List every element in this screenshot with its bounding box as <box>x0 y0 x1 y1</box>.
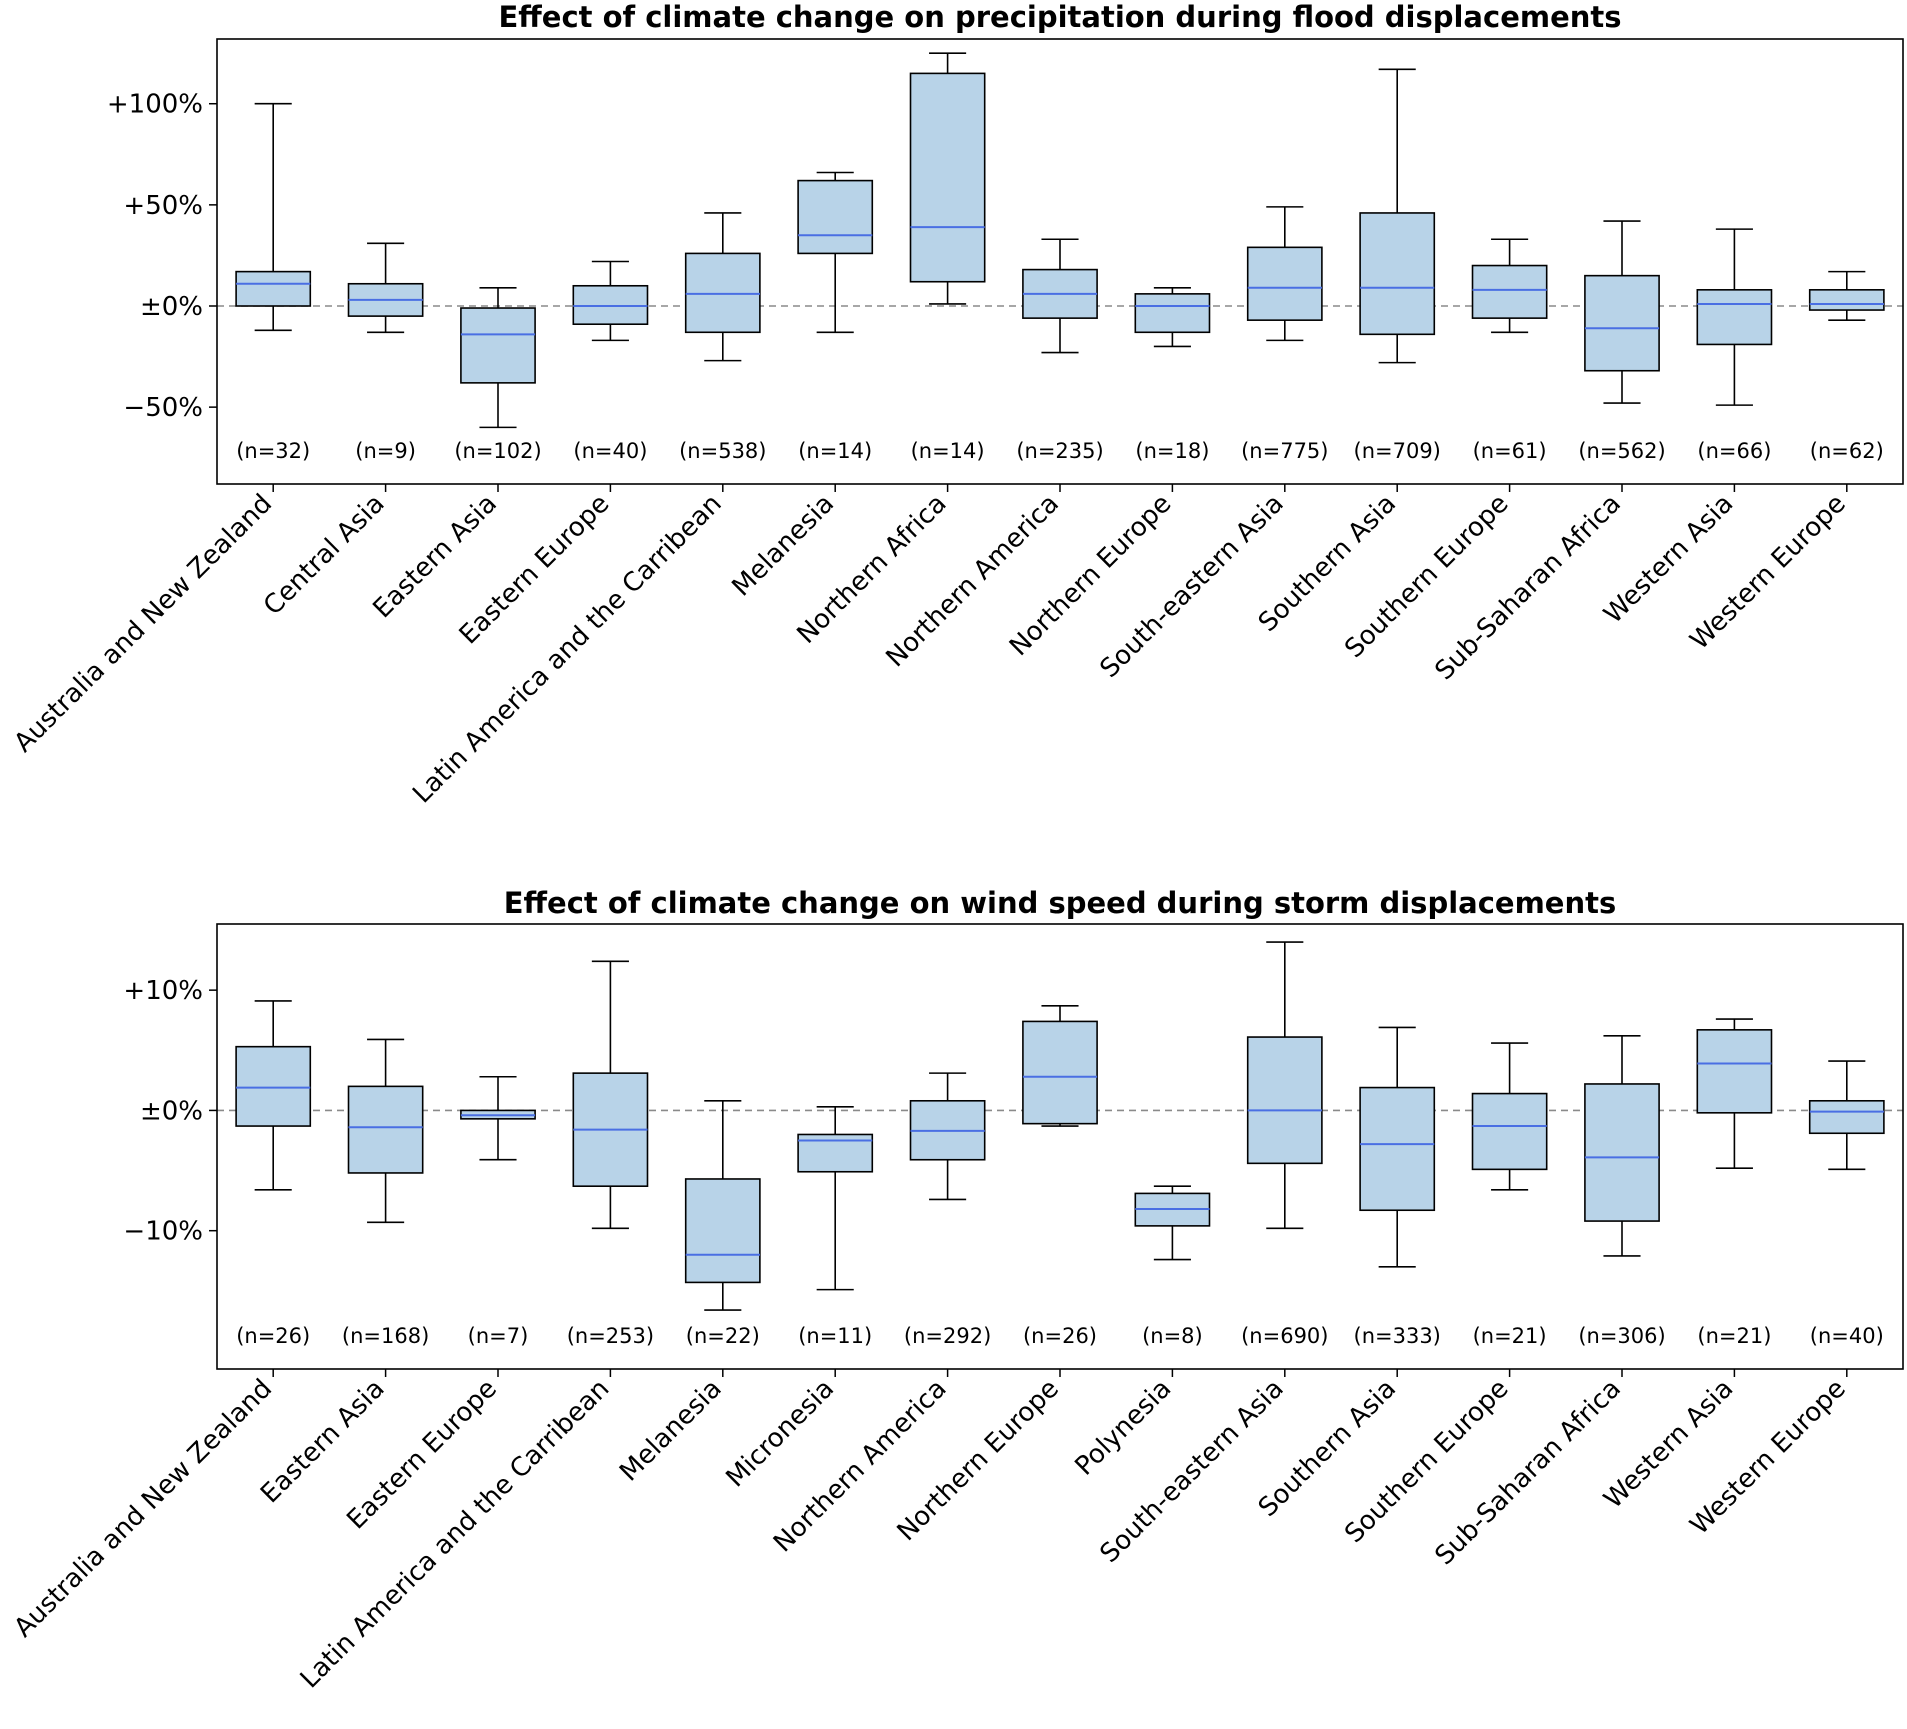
box-iqr <box>1808 289 1885 311</box>
sample-size-label: (n=40) <box>1810 1324 1884 1348</box>
sample-size-label: (n=14) <box>911 439 985 463</box>
box-iqr <box>1246 246 1323 321</box>
box-group <box>235 1000 312 1191</box>
box-group <box>1471 238 1548 334</box>
box-group <box>1022 1004 1098 1127</box>
sample-size-label: (n=292) <box>904 1324 991 1348</box>
box-iqr <box>1022 1020 1098 1125</box>
box-group <box>797 171 874 334</box>
sample-size-label: (n=235) <box>1016 439 1103 463</box>
sample-size-label: (n=14) <box>798 439 872 463</box>
y-tick-label: ±0% <box>140 1096 203 1126</box>
box-group <box>235 102 312 332</box>
sample-size-label: (n=7) <box>468 1324 529 1348</box>
sample-size-label: (n=9) <box>355 439 416 463</box>
box-iqr <box>797 179 874 255</box>
box-iqr <box>460 307 536 384</box>
box-iqr <box>684 252 761 334</box>
box-group <box>460 1075 536 1161</box>
box-group <box>572 960 649 1230</box>
box-group <box>1696 228 1773 406</box>
box-group <box>684 212 761 362</box>
sample-size-label: (n=61) <box>1473 439 1547 463</box>
box-group <box>1246 206 1323 342</box>
sample-size-label: (n=538) <box>679 439 766 463</box>
box-group <box>909 1072 986 1201</box>
box-group <box>1246 941 1323 1230</box>
chart-title: Effect of climate change on wind speed d… <box>504 886 1616 920</box>
box-iqr <box>1246 1036 1323 1165</box>
sample-size-label: (n=8) <box>1142 1324 1203 1348</box>
box-iqr <box>1359 212 1436 336</box>
sample-size-label: (n=26) <box>1023 1324 1097 1348</box>
sample-size-label: (n=32) <box>236 439 310 463</box>
sample-size-label: (n=26) <box>236 1324 310 1348</box>
box-iqr <box>1584 1083 1660 1222</box>
sample-size-label: (n=306) <box>1578 1324 1665 1348</box>
box-iqr <box>909 72 986 283</box>
sample-size-label: (n=709) <box>1354 439 1441 463</box>
box-group <box>1584 1035 1660 1257</box>
sample-size-label: (n=775) <box>1241 439 1328 463</box>
sample-size-label: (n=333) <box>1354 1324 1441 1348</box>
box-group <box>347 1038 424 1224</box>
sample-size-label: (n=253) <box>567 1324 654 1348</box>
box-iqr <box>1471 1092 1548 1171</box>
y-tick-label: +50% <box>123 191 203 221</box>
y-tick-label: +10% <box>123 976 203 1006</box>
box-iqr <box>235 1045 312 1127</box>
sample-size-label: (n=168) <box>342 1324 429 1348</box>
box-group <box>1022 238 1098 354</box>
sample-size-label: (n=102) <box>454 439 541 463</box>
box-iqr <box>1134 293 1211 334</box>
sample-size-label: (n=562) <box>1578 439 1665 463</box>
y-tick-label: ±0% <box>140 292 203 322</box>
box-group <box>1134 1185 1211 1261</box>
box-group <box>1359 1026 1436 1268</box>
box-iqr <box>1696 289 1773 346</box>
box-group <box>347 242 424 334</box>
box-group <box>1471 1042 1548 1191</box>
box-iqr <box>1584 274 1660 372</box>
box-group <box>1359 68 1436 364</box>
box-group <box>797 1106 874 1291</box>
box-iqr <box>235 270 312 307</box>
box-iqr <box>1359 1086 1436 1212</box>
box-iqr <box>572 284 649 326</box>
chart-title: Effect of climate change on precipitatio… <box>498 0 1621 34</box>
sample-size-label: (n=11) <box>798 1324 872 1348</box>
box-iqr <box>1808 1099 1885 1135</box>
box-group <box>572 260 649 342</box>
sample-size-label: (n=21) <box>1473 1324 1547 1348</box>
sample-size-label: (n=40) <box>573 439 647 463</box>
box-group <box>460 286 536 429</box>
plot-frame <box>216 38 1904 485</box>
box-iqr <box>1471 264 1548 319</box>
sample-size-label: (n=66) <box>1697 439 1771 463</box>
box-group <box>909 52 986 305</box>
box-group <box>1134 286 1211 348</box>
box-group <box>1696 1018 1773 1169</box>
y-tick-label: −50% <box>123 393 203 423</box>
box-iqr <box>684 1178 761 1284</box>
sample-size-label: (n=21) <box>1697 1324 1771 1348</box>
sample-size-label: (n=22) <box>686 1324 760 1348</box>
box-group <box>684 1099 761 1311</box>
box-group <box>1584 220 1660 404</box>
sample-size-label: (n=18) <box>1135 439 1209 463</box>
y-tick-label: −10% <box>123 1217 203 1247</box>
box-iqr <box>1696 1029 1773 1114</box>
box-group <box>1808 1060 1885 1171</box>
plot-frame <box>216 923 1904 1370</box>
box-iqr <box>347 1085 424 1174</box>
sample-size-label: (n=62) <box>1810 439 1884 463</box>
y-tick-label: +100% <box>107 90 203 120</box>
box-group <box>1808 270 1885 321</box>
sample-size-label: (n=690) <box>1241 1324 1328 1348</box>
